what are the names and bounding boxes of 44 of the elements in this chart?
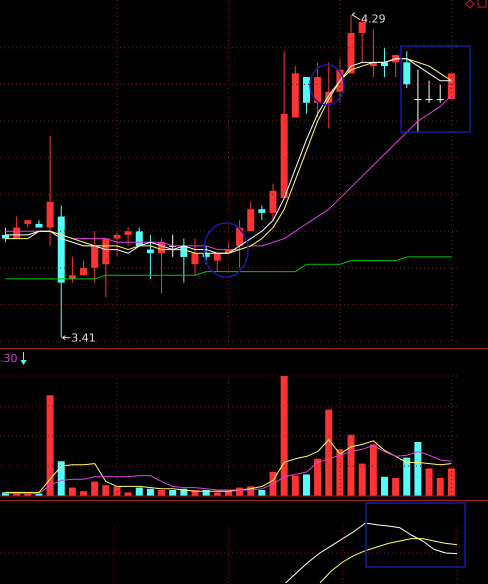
bar [414,442,422,496]
bar [336,449,344,496]
bar [392,478,400,496]
bar [403,458,410,496]
annotation: 4.29 [361,12,386,26]
text: .30 [0,352,18,365]
bar [325,410,332,496]
bar [348,434,355,496]
candlestick [258,205,266,221]
bar [426,468,433,496]
bar [169,490,176,496]
candlestick [113,230,120,258]
bar [58,461,65,496]
bar [80,491,88,496]
bar [380,476,388,496]
candlestick [91,230,98,284]
bar [448,468,455,496]
bar [302,474,310,496]
bar [146,488,154,496]
candlestick [403,50,410,89]
bar [68,488,76,496]
bar [136,488,143,496]
candlestick [426,80,433,104]
bar [436,478,444,496]
candlestick [414,69,422,133]
bar [91,482,98,496]
candlestick [247,201,254,232]
bar [280,376,288,496]
candlestick [436,84,444,104]
candlestick [124,227,132,246]
candlestick [146,234,154,280]
bar [314,458,322,496]
bar [258,490,266,496]
bar [370,444,377,496]
bar [158,490,166,496]
candlestick [270,183,277,221]
annotation: 3.41 [71,332,96,345]
candlestick [80,260,88,276]
candlestick [214,252,221,272]
candlestick [191,238,198,276]
bar [102,485,110,496]
bar [358,464,366,496]
bar [292,476,299,496]
bar [46,395,54,496]
